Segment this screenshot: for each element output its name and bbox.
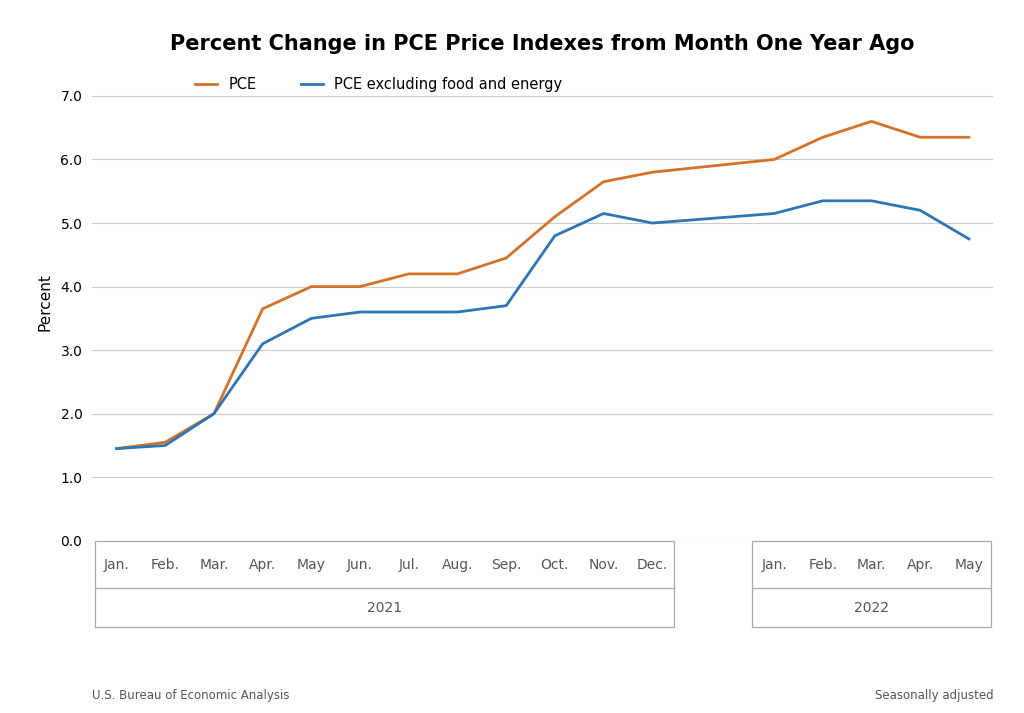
Text: Jan.: Jan. xyxy=(103,558,129,572)
Text: Nov.: Nov. xyxy=(589,558,618,572)
Title: Percent Change in PCE Price Indexes from Month One Year Ago: Percent Change in PCE Price Indexes from… xyxy=(170,34,915,54)
Text: 2022: 2022 xyxy=(854,601,889,615)
Text: Apr.: Apr. xyxy=(906,558,934,572)
Text: May: May xyxy=(954,558,983,572)
Text: Seasonally adjusted: Seasonally adjusted xyxy=(874,689,993,702)
Text: Jul.: Jul. xyxy=(398,558,419,572)
Legend: PCE, PCE excluding food and energy: PCE, PCE excluding food and energy xyxy=(189,71,568,98)
Text: Feb.: Feb. xyxy=(151,558,180,572)
Text: 2021: 2021 xyxy=(367,601,402,615)
Text: Aug.: Aug. xyxy=(441,558,473,572)
Text: Apr.: Apr. xyxy=(249,558,276,572)
Text: Jan.: Jan. xyxy=(761,558,787,572)
Text: Mar.: Mar. xyxy=(200,558,228,572)
Text: Dec.: Dec. xyxy=(637,558,668,572)
Text: May: May xyxy=(297,558,326,572)
Text: Mar.: Mar. xyxy=(857,558,886,572)
Text: Feb.: Feb. xyxy=(808,558,838,572)
Text: Sep.: Sep. xyxy=(490,558,521,572)
Text: U.S. Bureau of Economic Analysis: U.S. Bureau of Economic Analysis xyxy=(92,689,290,702)
Text: Jun.: Jun. xyxy=(347,558,373,572)
Text: Oct.: Oct. xyxy=(541,558,569,572)
Y-axis label: Percent: Percent xyxy=(37,274,52,332)
